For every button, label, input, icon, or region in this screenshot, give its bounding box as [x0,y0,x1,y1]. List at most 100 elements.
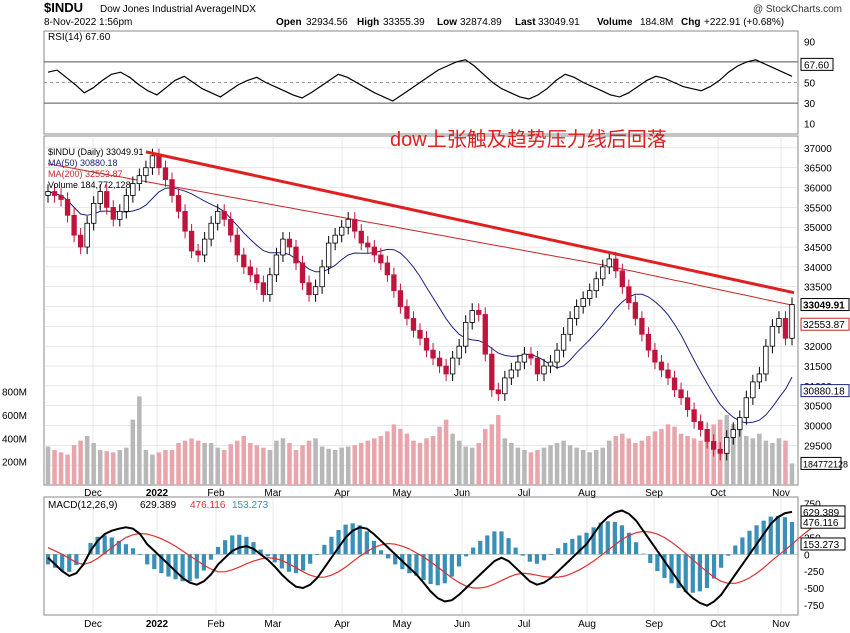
macd-legend-value: 629.389 [140,500,177,511]
candle-body [371,246,377,256]
open-label: Open [276,17,302,28]
candle-body [482,314,488,355]
low-label: Low [437,17,457,28]
x-tick-label: Jun [454,619,470,630]
macd-histogram-bar [478,540,483,555]
volume-layer [45,396,795,485]
signal-legend-value: 476.116 [190,500,226,511]
price-tick-label: 30000 [804,422,832,433]
candle-body [645,333,652,351]
candle-body [711,440,717,450]
macd-histogram-bar [556,548,561,555]
x-tick-label: 2022 [146,619,169,630]
macd-histogram-bar [215,546,221,555]
candle-body [143,167,149,177]
volume-last-label: 184772128 [803,459,848,469]
candle-body [64,199,71,216]
macd-histogram-bar [350,523,355,555]
candle-body [299,262,306,284]
volume-bar [561,440,566,485]
macd-histogram-bar [612,521,617,555]
candle-body [169,179,175,196]
date-label: 8-Nov-2022 1:56pm [44,17,132,28]
candle-body [724,437,730,454]
volume-bar [665,424,671,485]
chg-label: Chg [681,17,700,28]
volume-bar [97,450,103,485]
exchange-label: INDX [232,4,256,15]
volume-bar [293,450,299,485]
volume-bar [176,443,181,485]
candle-body [332,234,338,244]
macd-histogram-bar [67,554,72,572]
volume-bar [137,396,142,485]
candle-body [463,321,469,347]
macd-histogram-bar [492,531,497,555]
volume-bar [104,451,110,485]
volume-bar [248,443,253,485]
volume-bar [528,452,534,485]
volume-bar [391,424,397,485]
candle-body [456,345,462,359]
volume-bar [450,433,455,485]
candle-body [678,389,684,399]
macd-histogram-bar [60,554,65,572]
macd-histogram-bar [435,554,440,586]
volume-bar [600,447,606,485]
volume-bar [352,445,358,485]
macd-tick-label: 0 [804,550,810,561]
macd-histogram-bar [407,554,412,574]
price-layer [45,148,795,461]
volume-bar [744,436,749,485]
macd-layer [44,509,821,607]
price-tick-label: 35500 [804,203,832,214]
ma200-legend: MA(200) 32553.87 [48,169,123,179]
volume-bar [750,438,756,485]
candle-body [567,318,573,335]
candle-body [769,325,776,347]
candle-body [339,226,345,236]
candle-body [358,230,364,244]
macd-histogram-bar [577,535,582,555]
macd-histogram-bar [315,554,320,555]
volume-bar [639,440,645,485]
macd-histogram-bar [570,538,575,555]
macd-histogram-bar [421,554,426,580]
volume-bar [326,448,331,485]
x-tick-label: Jun [454,488,470,499]
candle-body [417,329,423,339]
macd-histogram-bar [286,554,292,572]
volume-bar [763,440,769,485]
macd-histogram-bar [520,554,525,556]
candle-body [319,266,325,288]
rsi-tick-label: 10 [804,120,816,131]
volume-bar [548,445,553,485]
volume-bar [463,446,468,485]
candle-body [613,258,619,272]
macd-tick-label: -250 [804,567,824,578]
volume-bar [267,450,273,485]
macd-histogram-bar [527,554,532,562]
macd-histogram-bar [598,522,603,555]
ma200-line [47,163,793,306]
macd-histogram-bar [591,527,596,555]
volume-value: 184.8M [640,17,673,28]
macd-histogram-bar [641,553,646,555]
macd-histogram-bar [74,554,79,566]
candle-body [365,242,371,248]
volume-bar [313,438,318,485]
volume-bar [261,447,266,485]
candle-body [58,195,64,200]
volume-bar [52,450,57,485]
candle-body [639,318,645,335]
volume-bar [704,429,710,485]
volume-bar [620,433,625,485]
hist-last-label-box [800,537,846,551]
symbol: $INDU [44,0,83,15]
macd-histogram-bar [669,554,674,584]
x-tick-label: Sep [645,488,663,499]
candle-body [665,369,671,379]
candle-body [593,278,599,292]
volume-bar [593,450,599,485]
candle-body [149,155,156,169]
